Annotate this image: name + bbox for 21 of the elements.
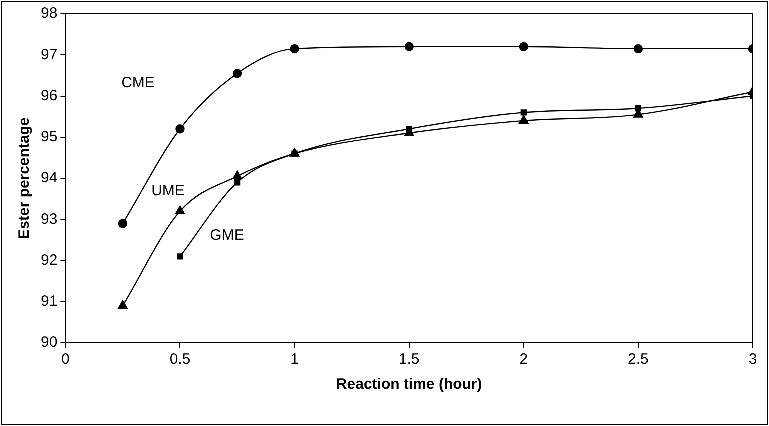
x-tick-label: 1.5 (398, 351, 420, 368)
y-axis-title: Ester percentage (16, 118, 34, 240)
y-tick-label: 90 (40, 334, 58, 352)
series-label: UME (152, 182, 185, 200)
x-tick-label: 3 (748, 351, 758, 368)
y-tick-label: 97 (40, 46, 58, 64)
x-tick-label: 2 (520, 351, 528, 368)
y-tick-label: 91 (40, 293, 58, 310)
x-tick-label: 0 (62, 351, 70, 368)
x-tick-label: 1 (290, 351, 299, 368)
y-tick-label: 94 (40, 170, 58, 187)
x-tick-label: 0.5 (170, 351, 191, 368)
y-tick-label: 95 (40, 128, 58, 146)
y-tick-label: 93 (40, 210, 58, 228)
series-label: GME (210, 226, 244, 244)
text: CME (122, 74, 155, 92)
x-tick-label: 2.5 (628, 351, 649, 368)
y-tick-label: 96 (40, 87, 58, 104)
x-axis-title: Reaction time (hour) (336, 376, 482, 394)
y-tick-label: 98 (40, 5, 58, 22)
y-tick-label: 92 (40, 252, 58, 269)
